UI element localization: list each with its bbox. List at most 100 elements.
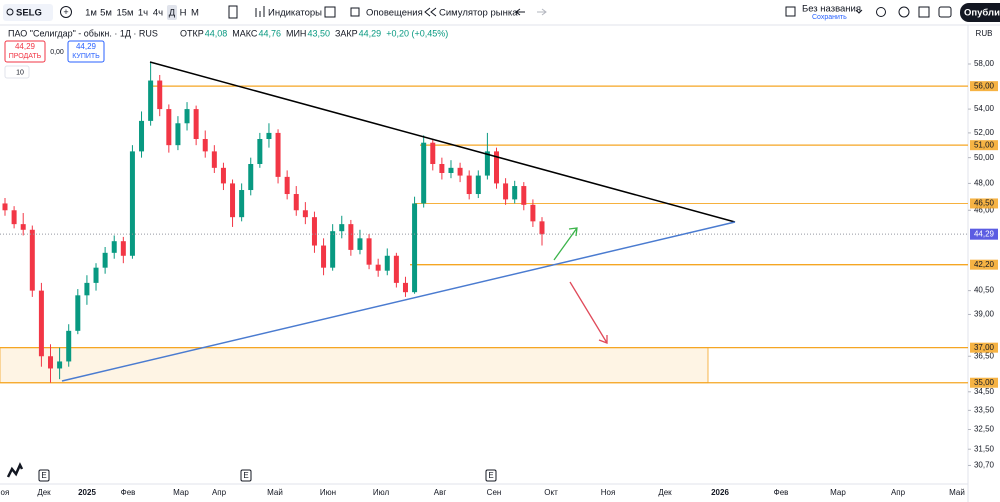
sell-button[interactable] bbox=[4, 40, 46, 63]
trendline-lower bbox=[61, 221, 736, 382]
candle-body bbox=[493, 151, 499, 184]
level-label-bg bbox=[970, 377, 998, 388]
event-marker[interactable] bbox=[485, 469, 497, 482]
x-tick-label: Сен bbox=[487, 488, 502, 497]
x-tick-label: Дек bbox=[37, 488, 51, 497]
buy-button[interactable] bbox=[67, 40, 105, 63]
y-tick-label: 33,50 bbox=[974, 405, 995, 414]
tv-logo bbox=[6, 462, 24, 478]
candle-body bbox=[439, 163, 445, 173]
x-tick-label: 2026 bbox=[711, 488, 729, 497]
interval-active bbox=[167, 5, 177, 20]
candle-body bbox=[20, 224, 26, 230]
redo[interactable] bbox=[537, 8, 547, 16]
ohlc-label: ОТКР bbox=[180, 28, 204, 38]
candle-body bbox=[257, 139, 263, 164]
symbol-search[interactable] bbox=[3, 4, 53, 21]
candle-body bbox=[357, 238, 363, 250]
candle-body bbox=[157, 80, 163, 110]
publish-button[interactable] bbox=[960, 3, 1000, 22]
volume-toggle[interactable] bbox=[4, 65, 30, 79]
level-label-bg bbox=[970, 198, 998, 209]
level-label: 42,20 bbox=[974, 260, 995, 269]
x-tick-label: Окт bbox=[544, 488, 558, 497]
candle-body bbox=[84, 282, 90, 296]
x-tick-label: Фев bbox=[774, 488, 789, 497]
candle-body bbox=[11, 210, 17, 225]
y-tick-label: 50,00 bbox=[974, 153, 995, 162]
legend-title: ПАО "Селигдар" - обыкн. · 1Д · RUS bbox=[8, 28, 158, 38]
interval[interactable]: 5м bbox=[100, 8, 112, 19]
ohlc-value: +0,20 (+0,45%) bbox=[386, 28, 448, 38]
alerts[interactable]: Оповещения bbox=[366, 8, 423, 19]
y-tick-label: 52,00 bbox=[974, 128, 995, 137]
interval[interactable]: М bbox=[191, 8, 199, 19]
interval[interactable]: 4ч bbox=[153, 8, 163, 19]
candle-body bbox=[166, 109, 172, 146]
indicators[interactable]: Индикаторы bbox=[268, 8, 322, 19]
currency[interactable]: RUB bbox=[976, 29, 993, 38]
ohlc-label: МИН bbox=[286, 28, 306, 38]
y-tick-label: 58,00 bbox=[974, 59, 995, 68]
replay[interactable]: Симулятор рынка bbox=[439, 8, 518, 19]
y-tick-label: 30,70 bbox=[974, 461, 995, 470]
settings[interactable] bbox=[898, 6, 910, 18]
candle-body bbox=[539, 221, 545, 235]
symbol[interactable]: SELG bbox=[16, 8, 42, 19]
level-label: 46,50 bbox=[974, 199, 995, 208]
event-label: E bbox=[243, 471, 248, 480]
sell-price: 44,29 bbox=[15, 42, 36, 51]
toolbar bbox=[0, 0, 1000, 25]
y-tick-label: 46,00 bbox=[974, 205, 995, 214]
x-tick-label: Апр bbox=[891, 488, 906, 497]
candle-body bbox=[284, 176, 290, 195]
candle-body bbox=[120, 241, 126, 256]
layout-menu[interactable] bbox=[855, 9, 863, 14]
candle-body bbox=[111, 241, 117, 253]
candle-body bbox=[339, 224, 345, 232]
interval[interactable]: Д bbox=[169, 8, 176, 19]
candle-body bbox=[512, 186, 518, 200]
candle-body bbox=[311, 217, 317, 246]
search-icon bbox=[6, 8, 14, 16]
templates-icon[interactable] bbox=[324, 6, 336, 18]
candle-body bbox=[202, 139, 208, 152]
publish: Опубликовать bbox=[964, 8, 1000, 19]
x-tick-label: Ноя bbox=[0, 488, 9, 497]
fullscreen[interactable] bbox=[918, 6, 930, 18]
x-tick-label: Мар bbox=[830, 488, 846, 497]
buy-price: 44,29 bbox=[76, 42, 97, 51]
candle-body bbox=[230, 183, 236, 218]
y-tick-label: 31,50 bbox=[974, 444, 995, 453]
compare-button[interactable] bbox=[60, 6, 72, 18]
interval[interactable]: Н bbox=[180, 8, 187, 19]
candle-body bbox=[503, 183, 509, 200]
interval[interactable]: 15м bbox=[116, 8, 133, 19]
last-price-label: 44,29 bbox=[974, 229, 995, 238]
replay-icon bbox=[424, 7, 437, 17]
sell-label: ПРОДАТЬ bbox=[9, 53, 42, 60]
interval[interactable]: 1м bbox=[85, 8, 97, 19]
chart-type-icon[interactable] bbox=[228, 5, 238, 19]
candle-body bbox=[220, 167, 226, 184]
event-marker[interactable] bbox=[240, 469, 252, 482]
candle-body bbox=[293, 194, 299, 211]
level-label: 37,00 bbox=[974, 343, 995, 352]
level-label: 56,00 bbox=[974, 81, 995, 90]
candle-body bbox=[302, 210, 308, 218]
candle-body bbox=[384, 255, 390, 271]
level-label-bg bbox=[970, 140, 998, 151]
candle-body bbox=[366, 238, 372, 265]
snapshot[interactable] bbox=[938, 6, 952, 18]
intervals: 1м 5м 15м 1ч 4ч Д Н М bbox=[85, 5, 199, 20]
interval[interactable]: 1ч bbox=[138, 8, 148, 19]
layout-name[interactable]: Без названия bbox=[802, 4, 861, 15]
undo[interactable] bbox=[515, 8, 525, 16]
x-tick-label: Мар bbox=[173, 488, 189, 497]
event-marker[interactable] bbox=[38, 469, 50, 482]
candle-body bbox=[48, 356, 54, 369]
candle-body bbox=[375, 264, 381, 271]
event-label: E bbox=[488, 471, 493, 480]
quick-search[interactable] bbox=[876, 7, 886, 17]
layout-icon bbox=[785, 6, 796, 17]
